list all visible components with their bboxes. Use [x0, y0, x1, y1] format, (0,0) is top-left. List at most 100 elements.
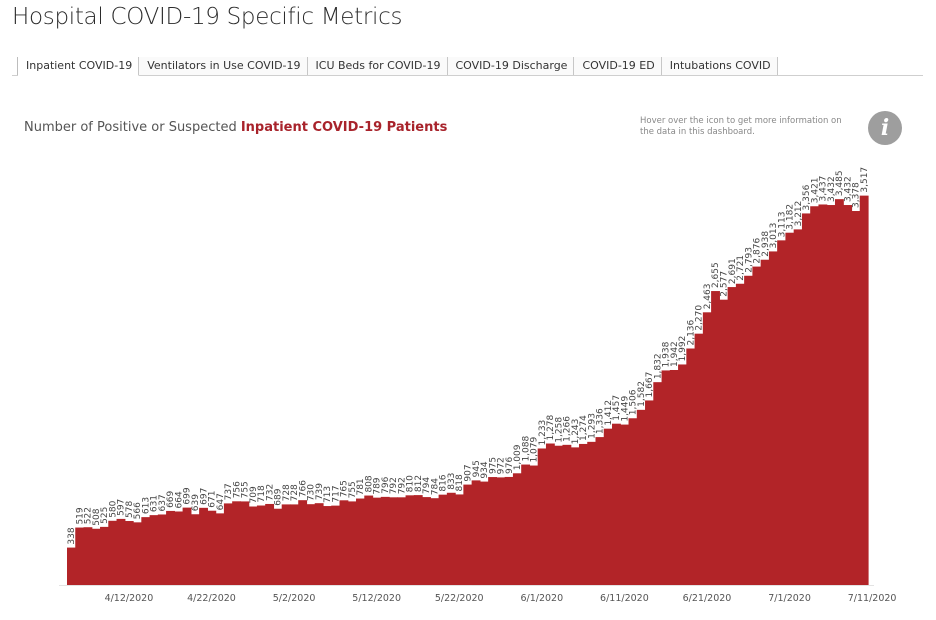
bar-day[interactable]: [504, 476, 514, 585]
bar-day[interactable]: [471, 480, 481, 586]
bar-day[interactable]: [463, 484, 473, 585]
bar-day[interactable]: [496, 477, 506, 585]
bar-day[interactable]: [67, 547, 76, 585]
bar-day[interactable]: [529, 465, 539, 585]
bar-day[interactable]: [488, 477, 497, 585]
bar-day[interactable]: [223, 503, 233, 585]
bar-day[interactable]: [75, 527, 85, 585]
bar-day[interactable]: [339, 500, 349, 585]
bar-day[interactable]: [100, 526, 109, 586]
bar-day[interactable]: [479, 481, 489, 585]
bar-day[interactable]: [149, 515, 159, 585]
bar-day[interactable]: [620, 424, 630, 585]
bar-day[interactable]: [760, 259, 770, 585]
bar-day[interactable]: [727, 287, 737, 585]
bar-day[interactable]: [578, 443, 588, 585]
bar-day[interactable]: [199, 507, 208, 585]
bar-day[interactable]: [793, 229, 803, 585]
bar-day[interactable]: [83, 527, 93, 585]
bar-day[interactable]: [380, 496, 390, 585]
bar-day[interactable]: [256, 505, 266, 585]
bar-day[interactable]: [512, 473, 522, 585]
bar-day[interactable]: [661, 370, 671, 585]
bar-day[interactable]: [413, 495, 423, 585]
bar-day[interactable]: [785, 232, 795, 585]
bar-day[interactable]: [314, 503, 324, 585]
bar-day[interactable]: [331, 505, 341, 585]
bar-day[interactable]: [645, 400, 654, 585]
bar-day[interactable]: [669, 369, 679, 585]
bar-day[interactable]: [141, 517, 151, 585]
bar-day[interactable]: [438, 494, 448, 585]
bar-day[interactable]: [430, 498, 440, 585]
bar-day[interactable]: [281, 504, 291, 585]
bar-day[interactable]: [521, 464, 531, 585]
bar-day[interactable]: [834, 199, 844, 585]
bar-day[interactable]: [397, 497, 407, 585]
info-icon[interactable]: i: [868, 111, 902, 145]
tab-ventilators[interactable]: Ventilators in Use COVID-19: [139, 57, 308, 75]
bar-day[interactable]: [810, 206, 820, 585]
bar-day[interactable]: [356, 498, 365, 585]
bar-day[interactable]: [232, 501, 242, 585]
bar-day[interactable]: [694, 333, 704, 585]
bar-day[interactable]: [777, 240, 787, 585]
bar-day[interactable]: [653, 382, 663, 585]
bar-day[interactable]: [818, 204, 828, 585]
bar-day[interactable]: [612, 423, 621, 585]
bar-day[interactable]: [859, 195, 869, 585]
bar-day[interactable]: [562, 444, 572, 585]
bar-day[interactable]: [446, 492, 456, 585]
bar-day[interactable]: [364, 495, 374, 585]
bar-day[interactable]: [190, 514, 200, 585]
bar-day[interactable]: [735, 283, 745, 585]
bar-day[interactable]: [133, 522, 142, 585]
bar-day[interactable]: [405, 495, 415, 585]
bar-day[interactable]: [711, 291, 720, 585]
bar-day[interactable]: [306, 504, 316, 585]
bar-day[interactable]: [628, 418, 638, 585]
bar-day[interactable]: [570, 447, 580, 585]
tab-icu-beds[interactable]: ICU Beds for COVID-19: [307, 57, 448, 75]
bar-day[interactable]: [91, 528, 101, 585]
bar-day[interactable]: [265, 503, 275, 585]
bar-day[interactable]: [595, 437, 605, 585]
bar-day[interactable]: [166, 510, 175, 585]
bar-day[interactable]: [744, 275, 753, 585]
bar-day[interactable]: [719, 299, 729, 585]
bar-day[interactable]: [537, 448, 547, 585]
bar-day[interactable]: [545, 443, 555, 585]
bar-day[interactable]: [554, 445, 564, 585]
bar-day[interactable]: [587, 441, 597, 585]
bar-day[interactable]: [207, 510, 217, 585]
bar-day[interactable]: [215, 513, 225, 585]
bar-day[interactable]: [124, 521, 134, 585]
bar-day[interactable]: [372, 497, 382, 585]
bar-day[interactable]: [347, 501, 357, 585]
tab-ed[interactable]: COVID-19 ED: [574, 57, 662, 75]
bar-day[interactable]: [851, 211, 861, 585]
tab-discharge[interactable]: COVID-19 Discharge: [447, 57, 575, 75]
bar-day[interactable]: [686, 348, 696, 585]
tab-intubations[interactable]: Intubations COVID: [661, 57, 778, 75]
bar-day[interactable]: [389, 497, 398, 585]
bar-day[interactable]: [455, 494, 464, 585]
bar-day[interactable]: [702, 312, 712, 585]
bar-day[interactable]: [603, 428, 613, 585]
bar-day[interactable]: [636, 409, 646, 585]
bar-day[interactable]: [248, 506, 258, 586]
bar-day[interactable]: [289, 504, 299, 585]
bar-day[interactable]: [768, 251, 778, 586]
bar-day[interactable]: [843, 205, 853, 585]
bar-day[interactable]: [298, 500, 308, 585]
bar-day[interactable]: [678, 364, 687, 585]
bar-day[interactable]: [182, 507, 192, 585]
bar-day[interactable]: [157, 514, 167, 585]
bar-day[interactable]: [322, 506, 332, 585]
bar-day[interactable]: [752, 266, 762, 585]
bar-day[interactable]: [240, 501, 250, 585]
bar-day[interactable]: [273, 508, 283, 585]
bar-day[interactable]: [826, 205, 836, 585]
bar-day[interactable]: [116, 518, 126, 585]
bar-day[interactable]: [108, 520, 118, 585]
